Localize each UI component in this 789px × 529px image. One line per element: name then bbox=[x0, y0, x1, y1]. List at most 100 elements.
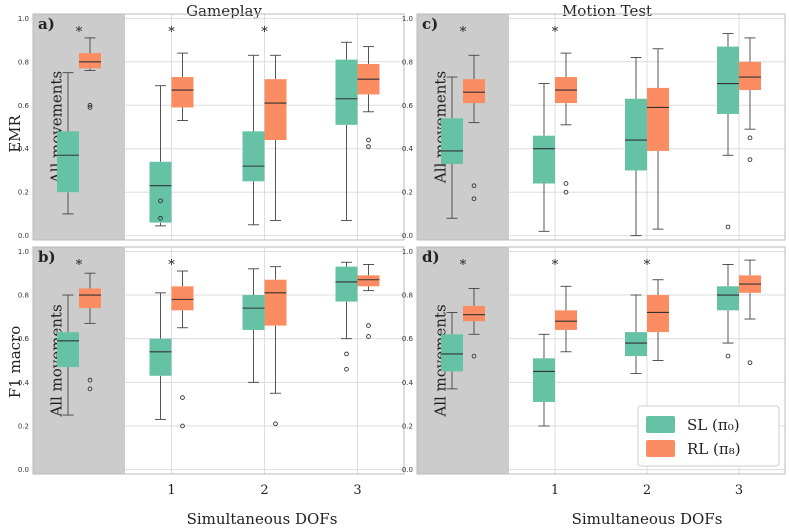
panel-frame bbox=[416, 13, 786, 241]
y-tick-label: 0.8 bbox=[18, 58, 29, 66]
box-rl-3 bbox=[739, 259, 761, 366]
flier-point bbox=[747, 135, 753, 141]
col-title-gameplay: Gameplay bbox=[186, 2, 262, 20]
box-iqr bbox=[739, 61, 761, 91]
box-sl-3 bbox=[717, 264, 739, 359]
y-tick-label: 0.6 bbox=[402, 335, 414, 343]
panel-frame bbox=[32, 13, 405, 241]
flier-point bbox=[87, 386, 93, 392]
legend-swatch-rl bbox=[646, 440, 675, 457]
box-iqr bbox=[717, 46, 739, 114]
panel-c: 0.00.20.40.60.81.0 c)All movements* * bbox=[402, 13, 786, 241]
box-rl-1 bbox=[555, 52, 577, 195]
y-tick-label: 1.0 bbox=[18, 15, 29, 23]
y-tick-label: 1.0 bbox=[402, 248, 413, 256]
y-tick-label: 0.8 bbox=[402, 292, 413, 300]
flier-point bbox=[87, 377, 93, 383]
box-iqr bbox=[357, 275, 380, 287]
legend-swatch-sl bbox=[646, 416, 675, 433]
x-tick-label: 2 bbox=[260, 483, 268, 498]
box-sl-3 bbox=[335, 261, 358, 372]
box-rl-3 bbox=[357, 46, 380, 149]
flier-point bbox=[725, 224, 731, 230]
flier-point bbox=[158, 198, 163, 204]
flier-point bbox=[87, 105, 93, 110]
panel-label: a) bbox=[38, 15, 55, 33]
box-iqr bbox=[149, 161, 172, 223]
x-tick-label: 3 bbox=[353, 483, 361, 498]
panel-frame bbox=[32, 246, 405, 475]
flier-point bbox=[747, 360, 753, 366]
flier-point bbox=[563, 181, 569, 186]
y-tick-label: 0.2 bbox=[18, 189, 29, 197]
col-title-motion-test: Motion Test bbox=[562, 2, 652, 20]
x-tick-label: 1 bbox=[167, 483, 175, 498]
box-iqr bbox=[625, 332, 647, 357]
box-iqr bbox=[335, 266, 358, 302]
y-tick-label: 0.8 bbox=[18, 292, 29, 300]
box-rl-3 bbox=[357, 264, 380, 339]
legend: SL (π₀) RL (π₈) bbox=[637, 405, 780, 467]
box-iqr bbox=[463, 305, 485, 322]
box-iqr bbox=[463, 79, 485, 104]
box-rl-1 bbox=[171, 270, 194, 429]
box-sl-3 bbox=[335, 41, 358, 221]
box-rl-all-movements bbox=[463, 54, 485, 202]
significance-star: * bbox=[168, 25, 175, 40]
y-tick-label: 0.0 bbox=[18, 466, 29, 474]
box-rl-2 bbox=[647, 48, 669, 230]
box-sl-all-movements bbox=[57, 294, 79, 416]
box-iqr bbox=[625, 98, 647, 171]
flier-point bbox=[158, 215, 163, 221]
panel-label: b) bbox=[38, 248, 56, 266]
box-iqr bbox=[171, 77, 194, 108]
panels: 0.00.20.40.60.81.0 a)All movements* * *0.00… bbox=[18, 13, 786, 498]
box-sl-all-movements bbox=[441, 312, 463, 390]
box-iqr bbox=[647, 295, 669, 333]
box-iqr bbox=[264, 279, 287, 326]
box-rl-all-movements bbox=[79, 37, 101, 110]
x-axis-label-left: Simultaneous DOFs bbox=[187, 510, 338, 528]
box-sl-3 bbox=[717, 33, 739, 230]
y-tick-label: 0.6 bbox=[18, 335, 30, 343]
box-iqr bbox=[264, 79, 287, 141]
y-tick-label: 0.4 bbox=[402, 379, 414, 387]
panel-b: 0.00.20.40.60.81.0 b)All movements* *1 2 3 bbox=[18, 246, 405, 498]
box-iqr bbox=[335, 59, 358, 125]
box-iqr bbox=[647, 87, 669, 151]
significance-star: * bbox=[552, 25, 559, 40]
flier-point bbox=[563, 189, 569, 195]
row-label-f1: F1 macro bbox=[6, 326, 24, 399]
flier-point bbox=[747, 157, 753, 162]
box-sl-1 bbox=[149, 292, 172, 420]
box-sl-2 bbox=[242, 268, 265, 383]
box-rl-all-movements bbox=[79, 272, 101, 392]
box-iqr bbox=[555, 310, 577, 330]
y-tick-label: 0.2 bbox=[402, 422, 413, 430]
box-rl-3 bbox=[739, 37, 761, 162]
flier-point bbox=[344, 351, 349, 357]
y-tick-label: 0.8 bbox=[402, 58, 413, 66]
box-iqr bbox=[171, 286, 194, 311]
panel-label: c) bbox=[422, 15, 438, 33]
box-rl-all-movements bbox=[463, 288, 485, 359]
box-sl-2 bbox=[242, 54, 265, 226]
flier-point bbox=[180, 395, 185, 400]
flier-point bbox=[87, 102, 93, 108]
legend-label-sl: SL (π₀) bbox=[687, 416, 740, 434]
box-iqr bbox=[79, 53, 101, 69]
box-iqr bbox=[57, 332, 79, 368]
y-tick-label: 0.0 bbox=[18, 232, 29, 240]
y-tick-label: 0.2 bbox=[18, 422, 29, 430]
flier-point bbox=[471, 196, 477, 202]
significance-star: * bbox=[76, 258, 83, 273]
shaded-region bbox=[33, 14, 125, 240]
box-rl-2 bbox=[264, 266, 287, 427]
panel-label: d) bbox=[422, 248, 440, 266]
panel-d: 0.0 0.2 0.4 0.6 0.8 1.0 d) All movements * * * 1 2 3 bbox=[402, 246, 786, 498]
flier-point bbox=[366, 144, 371, 149]
flier-point bbox=[366, 323, 371, 328]
y-tick-label: 1.0 bbox=[18, 248, 29, 256]
flier-point bbox=[180, 423, 185, 429]
